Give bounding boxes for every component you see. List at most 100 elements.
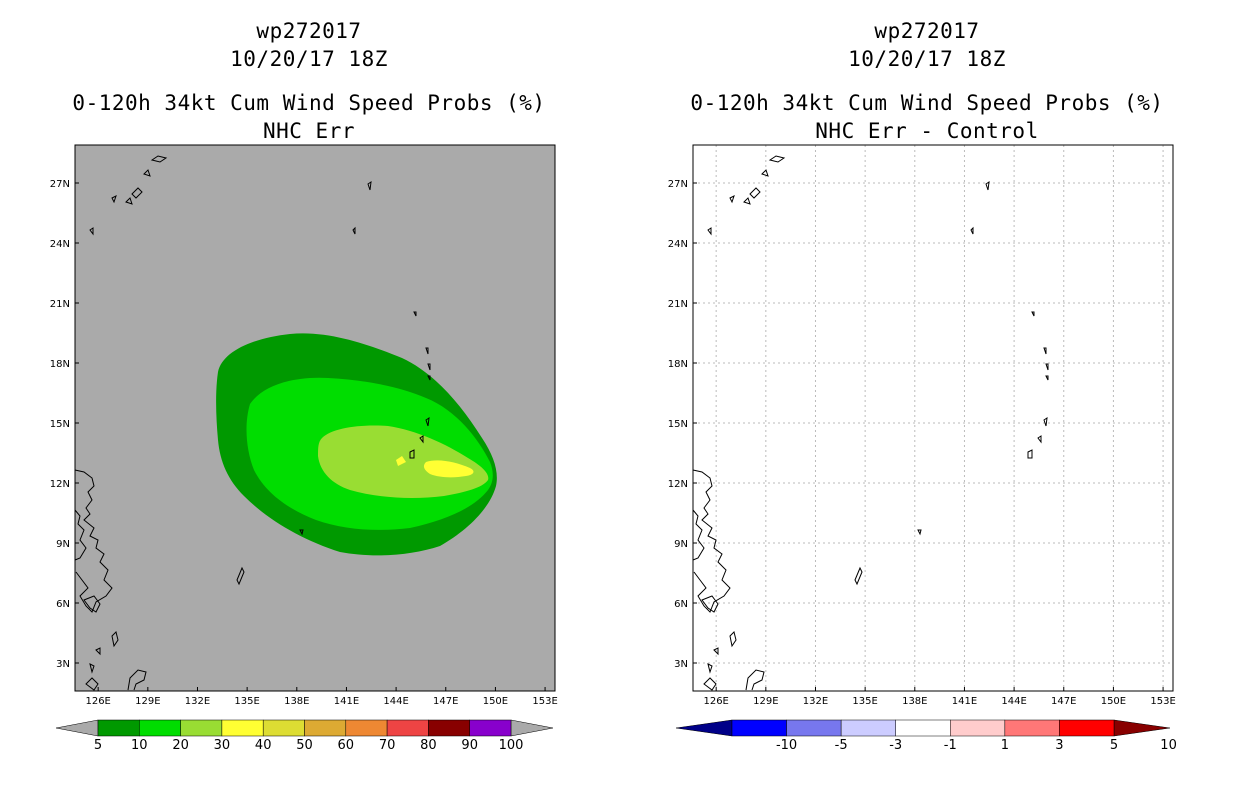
island-outline	[143, 169, 151, 177]
lon-tick-label: 138E	[284, 696, 309, 707]
island-outline	[427, 363, 431, 371]
colorbar-label: -5	[835, 738, 848, 753]
colorbar-label: 10	[1160, 738, 1177, 753]
lon-tick-label: 126E	[703, 696, 728, 707]
island-outline	[89, 663, 95, 674]
lon-tick-label: 147E	[433, 696, 458, 707]
mindanao-coastline	[701, 595, 719, 613]
lat-tick-label: 27N	[50, 179, 70, 190]
coastlines	[74, 155, 431, 691]
colorbar-swatch	[428, 719, 470, 737]
lon-tick-label: 153E	[1150, 696, 1175, 707]
colorbar-arrow-right	[1113, 719, 1171, 737]
prob-band-30-40	[423, 460, 474, 478]
colorbar-label: -1	[944, 738, 957, 753]
datetime-title: 10/20/17 18Z	[848, 47, 1006, 71]
storm-id-title: wp272017	[874, 19, 980, 43]
colorbar-arrow-right	[510, 719, 554, 737]
prob-band-30-40	[396, 456, 406, 466]
gridlines	[693, 145, 1173, 691]
island-outline	[1031, 311, 1035, 317]
island-outline	[743, 197, 751, 205]
right-panel: wp272017 10/20/17 18Z 0-120h 34kt Cum Wi…	[618, 0, 1236, 800]
island-outline	[768, 155, 786, 163]
axis-ticks: 126E 129E 132E 135E 138E 141E 144E 147E 150E 153E…	[50, 179, 558, 707]
lon-tick-label: 126E	[85, 696, 110, 707]
colorbar-swatch	[1004, 719, 1060, 737]
lon-tick-label: 129E	[753, 696, 778, 707]
colorbar-swatch	[139, 719, 181, 737]
lat-tick-label: 12N	[668, 479, 688, 490]
colorbar: 5 10 20 30 40 50 60 70 80 90 100	[55, 719, 554, 753]
colorbar-label: 90	[461, 738, 478, 753]
island-outline	[367, 180, 372, 191]
island-outline	[1045, 363, 1049, 371]
colorbar-arrow-left	[675, 719, 733, 737]
island-outline	[85, 677, 99, 691]
colorbar-swatch	[221, 719, 264, 737]
lon-tick-label: 135E	[852, 696, 877, 707]
island-outline	[125, 197, 133, 205]
island-outline	[111, 631, 119, 648]
island-outline	[1037, 435, 1042, 444]
datetime-title: 10/20/17 18Z	[230, 47, 388, 71]
lat-tick-label: 24N	[50, 239, 70, 250]
colorbar-label: -3	[889, 738, 902, 753]
island-outline	[425, 416, 430, 427]
island-outline	[749, 187, 761, 199]
map-frame	[692, 144, 1174, 692]
lat-tick-label: 18N	[50, 359, 70, 370]
island-outline	[917, 529, 922, 536]
lon-tick-label: 129E	[135, 696, 160, 707]
island-outline	[352, 226, 356, 235]
lat-tick-label: 15N	[50, 419, 70, 430]
island-outline	[985, 180, 990, 191]
lon-tick-label: 144E	[383, 696, 408, 707]
colorbar-swatch	[180, 719, 223, 737]
colorbar-swatch	[97, 719, 140, 737]
colorbar-label: 40	[255, 738, 272, 753]
colorbar-swatch	[786, 719, 842, 737]
lon-tick-label: 132E	[803, 696, 828, 707]
colorbar-label: 5	[1110, 738, 1118, 753]
lon-tick-label: 144E	[1001, 696, 1026, 707]
probability-map: 126E 129E 132E 135E 138E 141E 144E 147E 150E 153E…	[50, 144, 558, 753]
island-outline	[413, 311, 417, 317]
colorbar-label: 1	[1001, 738, 1009, 753]
island-outline	[427, 375, 431, 381]
lon-tick-label: 141E	[334, 696, 359, 707]
colorbar: -10 -5 -3 -1 1 3 5 10	[675, 719, 1177, 753]
lat-tick-label: 9N	[56, 539, 70, 550]
left-panel: wp272017 10/20/17 18Z 0-120h 34kt Cum Wi…	[50, 19, 558, 753]
island-outline	[1043, 416, 1048, 427]
colorbar-label: 10	[131, 738, 148, 753]
colorbar-swatch	[386, 719, 429, 737]
island-outline	[970, 226, 974, 235]
lat-tick-label: 9N	[674, 539, 688, 550]
lon-tick-label: 138E	[902, 696, 927, 707]
lat-tick-label: 27N	[668, 179, 688, 190]
lat-tick-label: 18N	[668, 359, 688, 370]
lon-tick-label: 153E	[532, 696, 557, 707]
colorbar-swatch	[950, 719, 1006, 737]
lat-tick-label: 3N	[674, 659, 688, 670]
lat-tick-label: 15N	[668, 419, 688, 430]
island-outline	[729, 195, 735, 204]
mindanao-coastline	[83, 595, 101, 613]
probability-contours	[216, 333, 497, 556]
borneo-coastline	[745, 669, 765, 691]
colorbar-label: 100	[499, 738, 524, 753]
philippines-coastline	[74, 469, 113, 613]
colorbar-label: 60	[338, 738, 355, 753]
map-background	[693, 145, 1173, 691]
subtitle: NHC Err - Control	[815, 119, 1039, 143]
lon-tick-label: 150E	[483, 696, 508, 707]
colorbar-label: 20	[172, 738, 189, 753]
colorbar-swatch	[345, 719, 388, 737]
subtitle: NHC Err	[262, 119, 355, 143]
island-outline	[1043, 347, 1047, 355]
island-outline	[299, 529, 304, 536]
axis-ticks: 126E 129E 132E 135E 138E 141E 144E 147E 150E 153E…	[668, 179, 1176, 707]
colorbar-swatch	[731, 719, 787, 737]
product-title: 0-120h 34kt Cum Wind Speed Probs (%)	[72, 91, 546, 115]
